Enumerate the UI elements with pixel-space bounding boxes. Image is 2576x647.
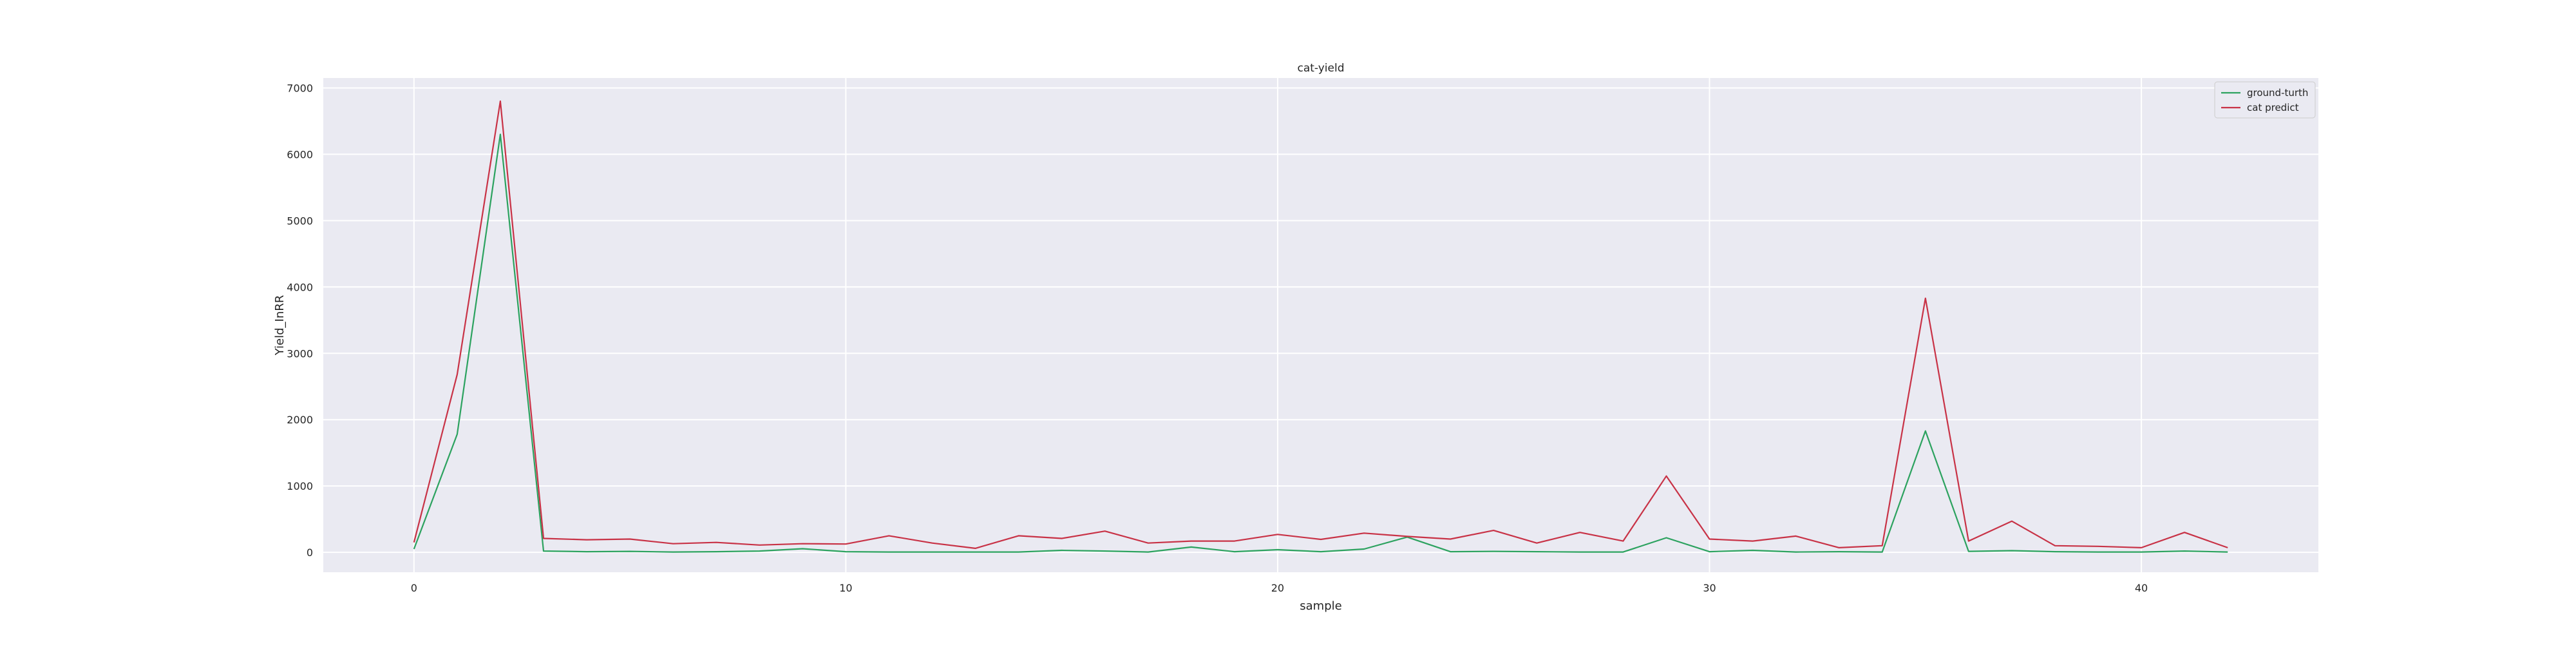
plot-background [323, 78, 2318, 572]
x-tick-label: 20 [1271, 582, 1284, 594]
y-tick-label: 7000 [287, 82, 313, 94]
y-tick-label: 0 [307, 546, 313, 559]
y-tick-label: 2000 [287, 414, 313, 426]
x-tick-label: 0 [411, 582, 417, 594]
x-tick-label: 10 [839, 582, 852, 594]
series-line-ground-turth [413, 133, 2228, 553]
y-tick-label: 6000 [287, 148, 313, 160]
x-tick-label: 30 [1703, 582, 1716, 594]
series-line-cat-predict [413, 100, 2228, 550]
x-axis-label: sample [1300, 599, 1341, 613]
x-tick-label: 40 [2135, 582, 2148, 594]
legend: ground-turth cat predict [2214, 81, 2316, 119]
y-tick-label: 4000 [287, 281, 313, 293]
legend-box [2214, 81, 2316, 119]
y-tick-label: 3000 [287, 347, 313, 360]
y-axis-label: Yield_InRR [273, 295, 287, 356]
y-tick-label: 5000 [287, 215, 313, 227]
tick-labels: 0 10 20 30 40 0 1000 2000 3000 4000 5000 6000 7000 [287, 82, 2148, 594]
y-tick-label: 1000 [287, 480, 313, 492]
legend-label: cat predict [2247, 102, 2299, 113]
series-lines [413, 100, 2228, 553]
chart-title: cat-yield [1297, 62, 1344, 75]
legend-label: ground-turth [2247, 87, 2308, 99]
